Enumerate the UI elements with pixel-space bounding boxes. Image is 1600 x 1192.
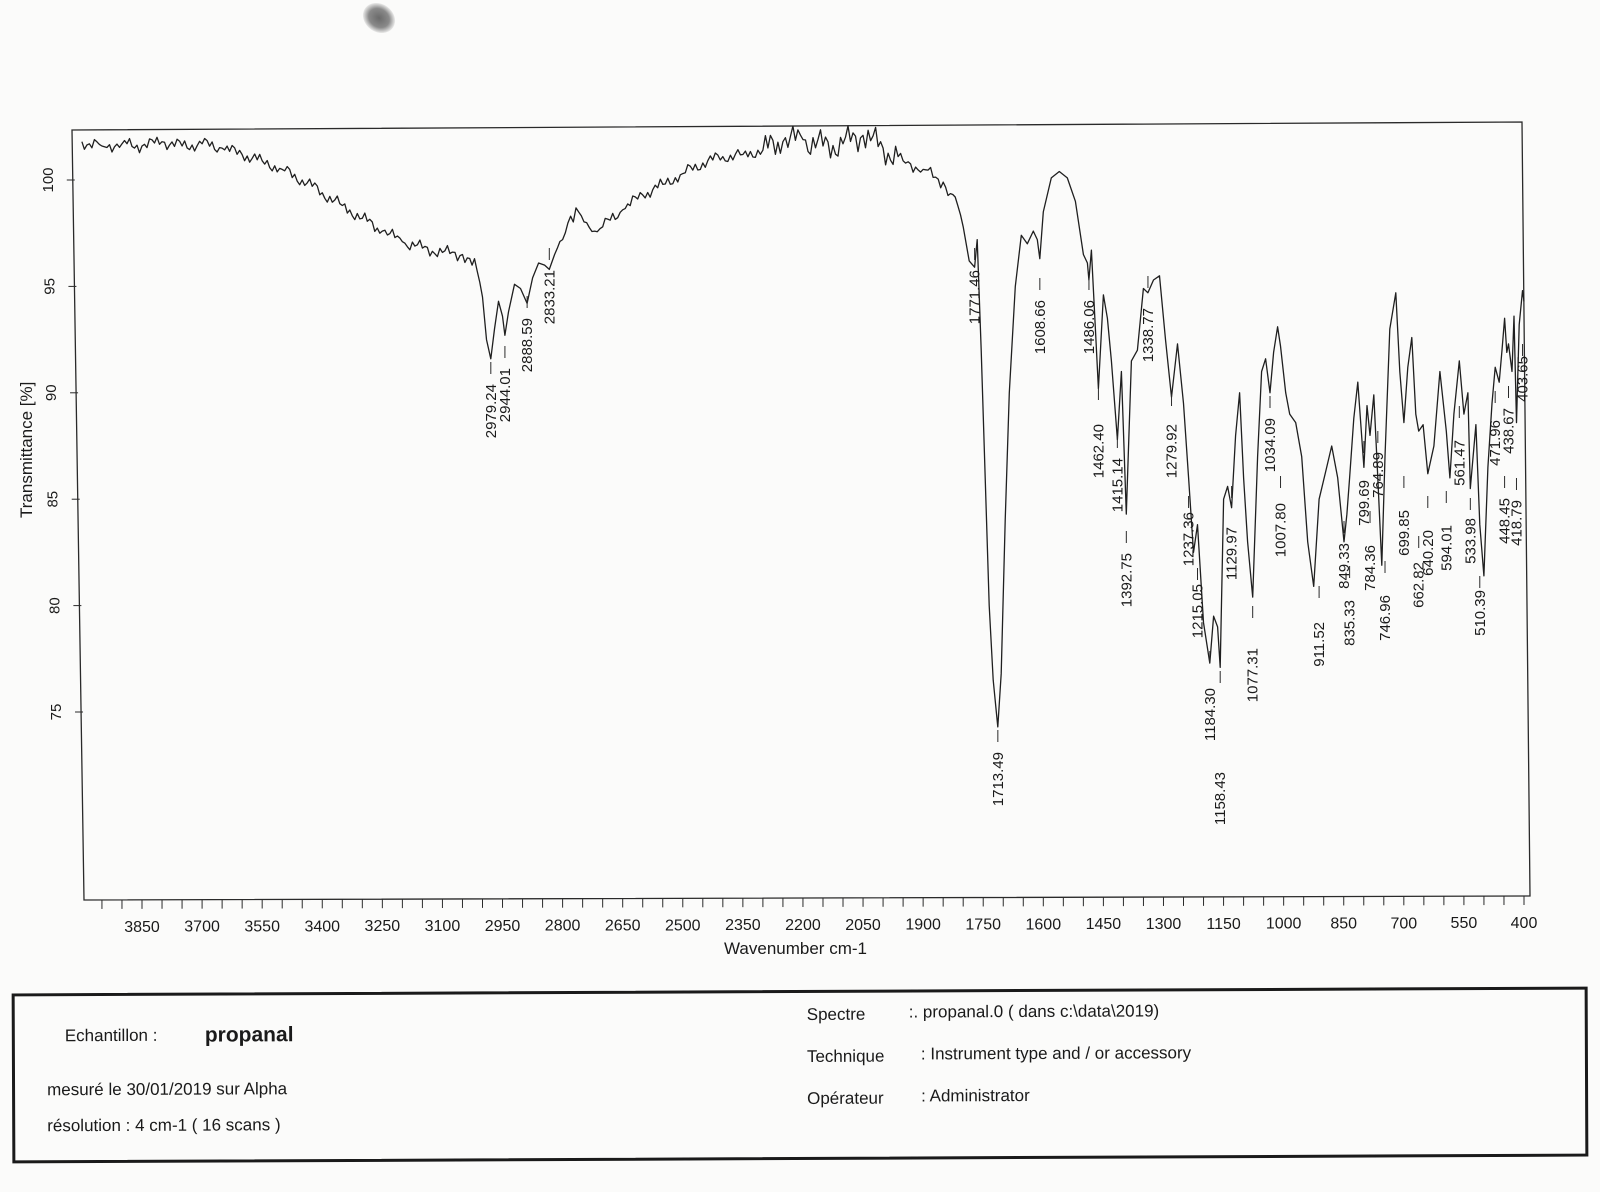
resolution: résolution : 4 cm-1 ( 16 scans ): [47, 1115, 281, 1136]
peak-label: 746.96: [1377, 595, 1394, 641]
y-tick-label: 80: [46, 597, 63, 614]
peak-label: 403.65: [1515, 356, 1532, 402]
peak-label: 1007.80: [1273, 503, 1290, 557]
x-tick-label: 1600: [1026, 916, 1062, 933]
x-tick-label: 2800: [545, 918, 581, 935]
peak-label: 2888.59: [519, 318, 536, 372]
x-tick-label: 550: [1451, 915, 1478, 932]
x-tick-label: 1900: [905, 917, 941, 934]
x-tick-label: 3550: [244, 919, 280, 936]
y-axis: 75 80 85 90 95 100: [40, 167, 84, 721]
peak-label: 1237.36: [1181, 512, 1198, 566]
peak-label: 1486.06: [1081, 300, 1098, 354]
sample-label: Echantillon :: [64, 1025, 158, 1046]
peak-label: 1129.97: [1224, 527, 1241, 580]
peak-label: 1338.77: [1140, 308, 1157, 362]
x-tick-label: 3700: [184, 919, 220, 936]
x-tick-label: 1750: [965, 916, 1001, 933]
y-axis-title: Transmittance [%]: [17, 382, 36, 518]
peak-label: 438.67: [1501, 408, 1518, 454]
peak-label: 561.47: [1451, 440, 1468, 486]
spectrum-key: Spectre: [806, 1004, 866, 1024]
x-tick-label: 1300: [1146, 916, 1182, 933]
peak-label: 1771.46: [967, 270, 984, 324]
x-tick-label: 2500: [665, 917, 701, 934]
y-tick-label: 90: [43, 384, 60, 401]
peak-label: 1415.14: [1109, 458, 1126, 512]
y-tick-label: 85: [45, 491, 62, 508]
x-tick-label: 3100: [425, 918, 461, 935]
technique-key: Technique: [806, 1046, 885, 1066]
peak-label: 1279.92: [1164, 424, 1181, 478]
peak-label: 471.96: [1487, 420, 1504, 466]
y-tick-label: 100: [40, 167, 57, 192]
y-tick-label: 75: [48, 704, 65, 721]
sample-name: propanal: [204, 1023, 294, 1047]
peak-label: 1077.31: [1245, 648, 1262, 702]
peak-label: 1215.05: [1190, 584, 1207, 638]
sample-info-panel: Echantillon : propanal mesuré le 30/01/2…: [11, 986, 1589, 1164]
x-tick-label: 2050: [845, 917, 881, 934]
peak-label: 533.98: [1462, 518, 1479, 564]
spectrum-value: :. propanal.0 ( dans c:\data\2019): [908, 1001, 1160, 1022]
x-tick-label: 2200: [785, 917, 821, 934]
x-tick-label: 2350: [725, 917, 761, 934]
peak-label: 448.45: [1497, 498, 1514, 544]
peak-label: 1184.30: [1202, 688, 1219, 741]
x-tick-label: 3400: [304, 918, 340, 935]
peak-label: 799.69: [1356, 480, 1373, 526]
peak-label: 1462.40: [1090, 424, 1107, 478]
peak-label: 662.82: [1411, 562, 1428, 608]
x-tick-label: 2950: [485, 918, 521, 935]
peak-label: 1713.49: [990, 752, 1007, 806]
x-axis: 3850 3700 3550 3400 3250 3100 2950 2800 2650 2500…: [101, 895, 1538, 936]
peak-label: 2979.24: [483, 384, 500, 438]
peak-label: 1034.09: [1262, 418, 1279, 472]
peak-label: 764.89: [1370, 452, 1387, 498]
peak-label: 849.33: [1336, 543, 1353, 589]
x-tick-label: 1150: [1206, 916, 1241, 933]
y-tick-label: 95: [41, 278, 58, 295]
ir-spectrum-chart: 75 80 85 90 95 100 3850 3700 3550 3400 3250 3100 29…: [17, 121, 1538, 958]
x-tick-label: 1450: [1086, 916, 1122, 933]
peak-label: 784.36: [1362, 545, 1379, 591]
peak-label: 510.39: [1472, 590, 1489, 636]
peak-label: 1392.75: [1118, 553, 1135, 607]
peak-label: 640.20: [1420, 530, 1437, 576]
plot-frame: [71, 121, 1531, 901]
x-axis-title: Wavenumber cm-1: [724, 939, 867, 958]
spectrum-line: [81, 125, 1525, 728]
x-tick-label: 3850: [124, 919, 160, 936]
operator-key: Opérateur: [807, 1088, 884, 1108]
technique-value: : Instrument type and / or accessory: [920, 1043, 1192, 1064]
peak-label: 699.85: [1396, 510, 1413, 556]
peak-label: 2944.01: [497, 368, 514, 422]
x-tick-label: 3250: [365, 918, 401, 935]
peak-label: 1158.43: [1212, 772, 1229, 825]
peak-label: 911.52: [1311, 622, 1328, 667]
x-tick-label: 2650: [605, 917, 641, 934]
x-tick-label: 1000: [1266, 916, 1302, 933]
peak-label: 1608.66: [1032, 300, 1049, 354]
peak-label: 2833.21: [541, 270, 558, 324]
x-tick-label: 850: [1330, 915, 1357, 932]
measurement-date: mesuré le 30/01/2019 sur Alpha: [47, 1079, 288, 1100]
peak-label: 835.33: [1342, 600, 1359, 646]
x-tick-label: 400: [1511, 915, 1538, 932]
peak-label: 594.01: [1438, 525, 1455, 571]
peak-label: 418.79: [1508, 500, 1525, 546]
x-tick-label: 700: [1390, 915, 1417, 932]
operator-value: : Administrator: [921, 1085, 1030, 1106]
